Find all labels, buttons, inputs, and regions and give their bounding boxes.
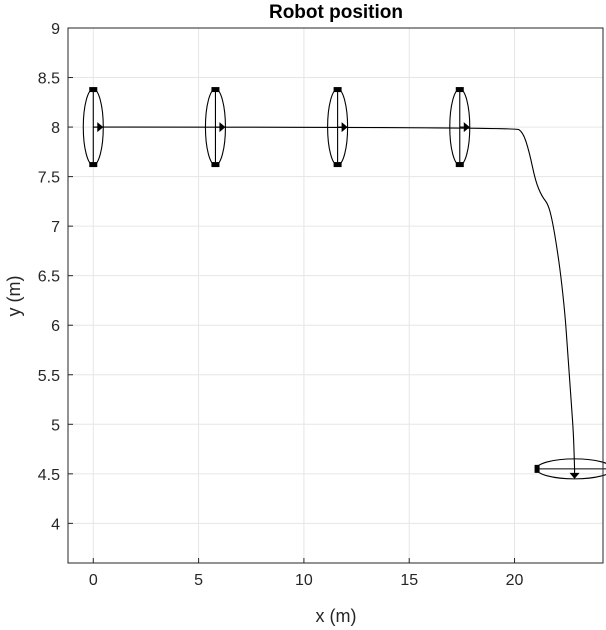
x-tick-label: 15 — [400, 572, 418, 589]
y-tick-labels: 4 4.5 5 5.5 6 6.5 7 7.5 8 8.5 9 — [38, 21, 60, 533]
y-tick-label: 8.5 — [38, 71, 60, 88]
robot-marker — [204, 87, 226, 168]
x-tick-label: 5 — [194, 572, 203, 589]
robot-wheel — [333, 162, 342, 168]
y-tick-label: 4.5 — [38, 467, 60, 484]
y-tick-label: 5 — [51, 417, 60, 434]
robot-wheel — [211, 87, 220, 93]
y-tick-label: 4 — [51, 516, 60, 533]
robot-heading-arrow — [341, 122, 348, 133]
robot-marker — [534, 458, 606, 480]
robot-wheel — [211, 162, 220, 168]
trajectory-layer — [93, 126, 576, 469]
robot-wheel — [333, 87, 342, 93]
y-tick-label: 7.5 — [38, 170, 60, 187]
robot-wheel — [89, 162, 98, 168]
robot-heading-arrow — [219, 122, 226, 133]
robot-wheel — [89, 87, 98, 93]
robot-wheel — [455, 162, 464, 168]
x-axis-label: x (m) — [316, 606, 357, 626]
axes-box — [67, 27, 604, 564]
y-tick-label: 6.5 — [38, 269, 60, 286]
chart-title: Robot position — [269, 2, 403, 23]
y-tick-label: 6 — [51, 318, 60, 335]
x-tick-label: 0 — [89, 572, 98, 589]
x-tick-label: 10 — [295, 572, 313, 589]
robot-heading-arrow — [97, 122, 104, 133]
trajectory-line — [93, 126, 576, 469]
x-tick-label: 20 — [506, 572, 524, 589]
robot-heading-arrow — [569, 472, 580, 479]
y-tick-label: 9 — [51, 21, 60, 38]
robot-marker — [82, 87, 104, 168]
robot-marker — [327, 87, 349, 168]
y-tick-label: 8 — [51, 120, 60, 137]
robot-wheel — [534, 464, 540, 473]
robot-heading-arrow — [463, 122, 470, 133]
y-tick-label: 7 — [51, 219, 60, 236]
robot-wheel — [455, 87, 464, 93]
x-tick-labels: 0 5 10 15 20 — [89, 572, 524, 589]
y-axis-label: y (m) — [4, 276, 24, 317]
robot-layer — [82, 87, 606, 480]
y-tick-label: 5.5 — [38, 368, 60, 385]
robot-marker — [449, 87, 471, 168]
